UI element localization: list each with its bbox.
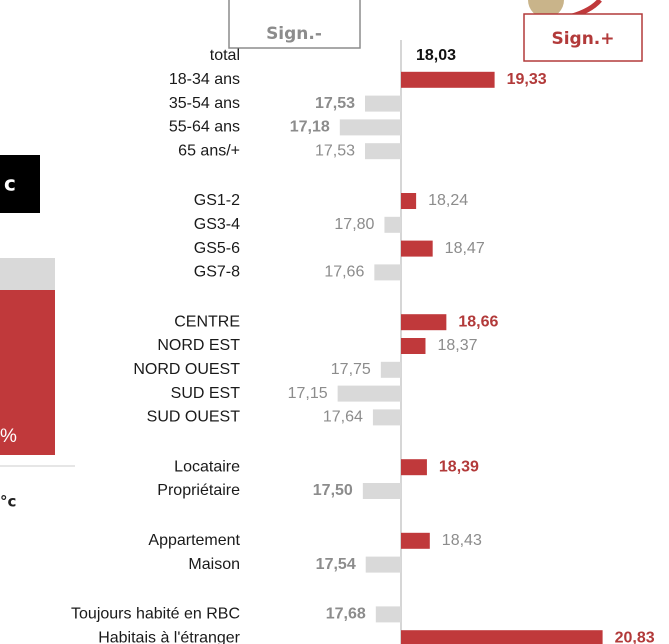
category-label: Propriétaire <box>157 482 240 499</box>
category-label: Toujours habité en RBC <box>71 606 240 623</box>
bar <box>401 459 427 475</box>
bar <box>365 143 401 159</box>
bar <box>340 119 401 135</box>
category-label: GS7-8 <box>194 264 240 281</box>
value-label: 17,53 <box>315 95 355 112</box>
value-label: 17,64 <box>323 409 363 426</box>
bar <box>363 483 401 499</box>
bar <box>401 314 446 330</box>
category-label: NORD OUEST <box>133 361 240 378</box>
bar <box>401 241 433 257</box>
category-label: GS1-2 <box>194 192 240 209</box>
category-label: total <box>210 47 240 64</box>
category-label: Maison <box>188 556 240 573</box>
value-label: 18,66 <box>458 313 498 330</box>
category-label: Habitais à l'étranger <box>98 629 240 644</box>
value-label: 20,83 <box>615 629 655 644</box>
bar <box>401 630 603 644</box>
value-label: 17,50 <box>313 482 353 499</box>
category-label: 35-54 ans <box>169 95 240 112</box>
category-label: GS5-6 <box>194 240 240 257</box>
category-label: NORD EST <box>157 337 240 354</box>
bar <box>374 264 401 280</box>
category-label: SUD EST <box>171 385 241 402</box>
value-label: 18,37 <box>437 337 477 354</box>
category-label: Locataire <box>174 458 240 475</box>
bar <box>384 217 401 233</box>
category-label: Appartement <box>148 532 240 549</box>
value-label: 18,39 <box>439 458 479 475</box>
category-label: 55-64 ans <box>169 119 240 136</box>
cropped-box-text: c <box>4 172 16 196</box>
bar <box>401 338 425 354</box>
value-label: 17,80 <box>334 216 374 233</box>
legend-label: Sign.+ <box>551 29 614 49</box>
category-label: 18-34 ans <box>169 71 240 88</box>
bar <box>401 72 495 88</box>
page: {"chart_data": {"type": "bar", "legend":… <box>0 0 669 644</box>
value-label: 17,53 <box>315 142 355 159</box>
category-label: CENTRE <box>174 313 240 330</box>
bar <box>381 362 401 378</box>
cropped-bar <box>0 258 55 290</box>
value-label: 18,47 <box>445 240 485 257</box>
value-label: 17,15 <box>288 385 328 402</box>
cropped-degree: °c <box>0 493 16 511</box>
chart: c % °c Sign.- Sign.+ total 18,03 18-34 ans… <box>0 0 669 644</box>
category-label: 65 ans/+ <box>178 142 240 159</box>
category-label: SUD OUEST <box>147 409 241 426</box>
bar <box>373 409 401 425</box>
cropped-percent: % <box>0 426 17 447</box>
value-label: 17,68 <box>326 606 366 623</box>
bar <box>338 386 401 402</box>
bar <box>376 606 401 622</box>
bar <box>401 193 416 209</box>
bar <box>366 557 401 573</box>
bar <box>401 533 430 549</box>
value-label: 17,18 <box>290 119 330 136</box>
value-label: 17,54 <box>316 556 356 573</box>
legend-label: Sign.- <box>266 24 322 44</box>
value-label: 19,33 <box>507 71 547 88</box>
value-label: 18,43 <box>442 532 482 549</box>
value-label: 17,75 <box>331 361 371 378</box>
value-label: 18,03 <box>416 47 456 64</box>
category-label: GS3-4 <box>194 216 240 233</box>
value-label: 18,24 <box>428 192 468 209</box>
bar <box>365 96 401 112</box>
value-label: 17,66 <box>324 264 364 281</box>
